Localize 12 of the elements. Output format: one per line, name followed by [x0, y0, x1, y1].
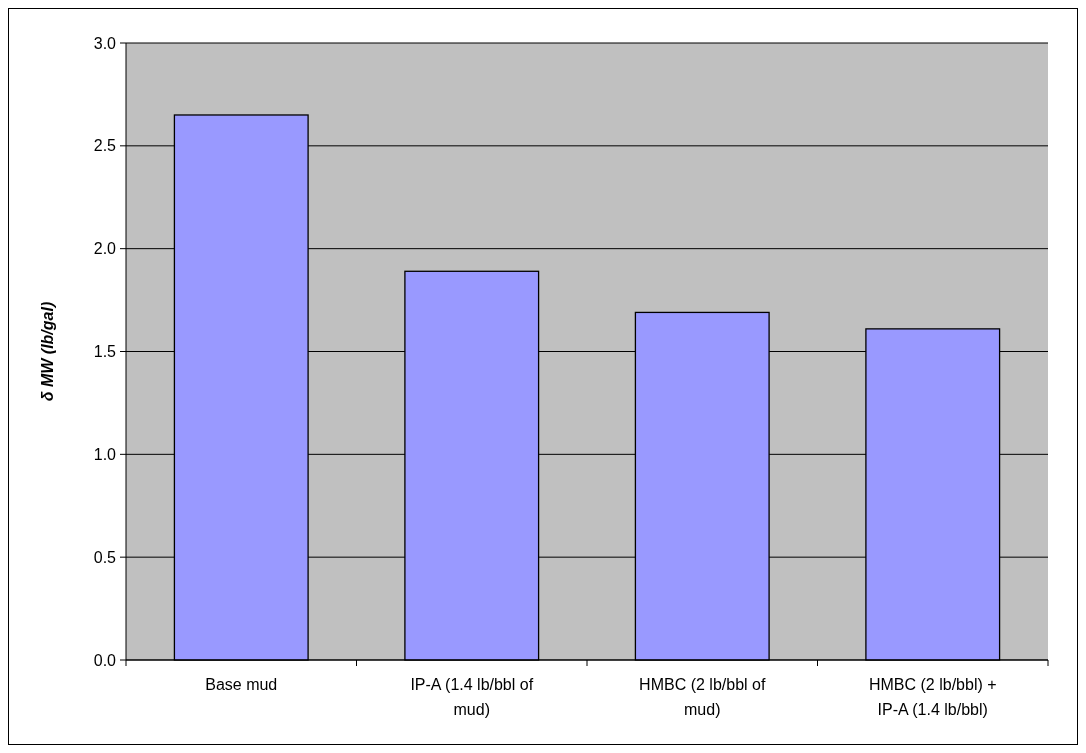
- y-tick-label: 2.5: [93, 137, 117, 155]
- y-tick-label: 2.0: [93, 240, 117, 258]
- x-tick-label: IP-A (1.4 lb/bbl of mud): [410, 676, 534, 718]
- y-tick-label: 1.5: [93, 343, 117, 361]
- y-tick-label: 3.0: [93, 34, 117, 52]
- y-tick-label: 1.0: [93, 445, 117, 463]
- x-tick-label: HMBC (2 lb/bbl) + IP-A (1.4 lb/bbl): [868, 676, 997, 718]
- y-tick-label: 0.0: [93, 651, 117, 669]
- y-tick-label: 0.5: [93, 548, 117, 566]
- y-axis-title: δ MW (lb/gal): [39, 301, 56, 402]
- x-tick-label: HMBC (2 lb/bbl of mud): [639, 676, 766, 718]
- x-tick-label: Base mud: [205, 676, 278, 693]
